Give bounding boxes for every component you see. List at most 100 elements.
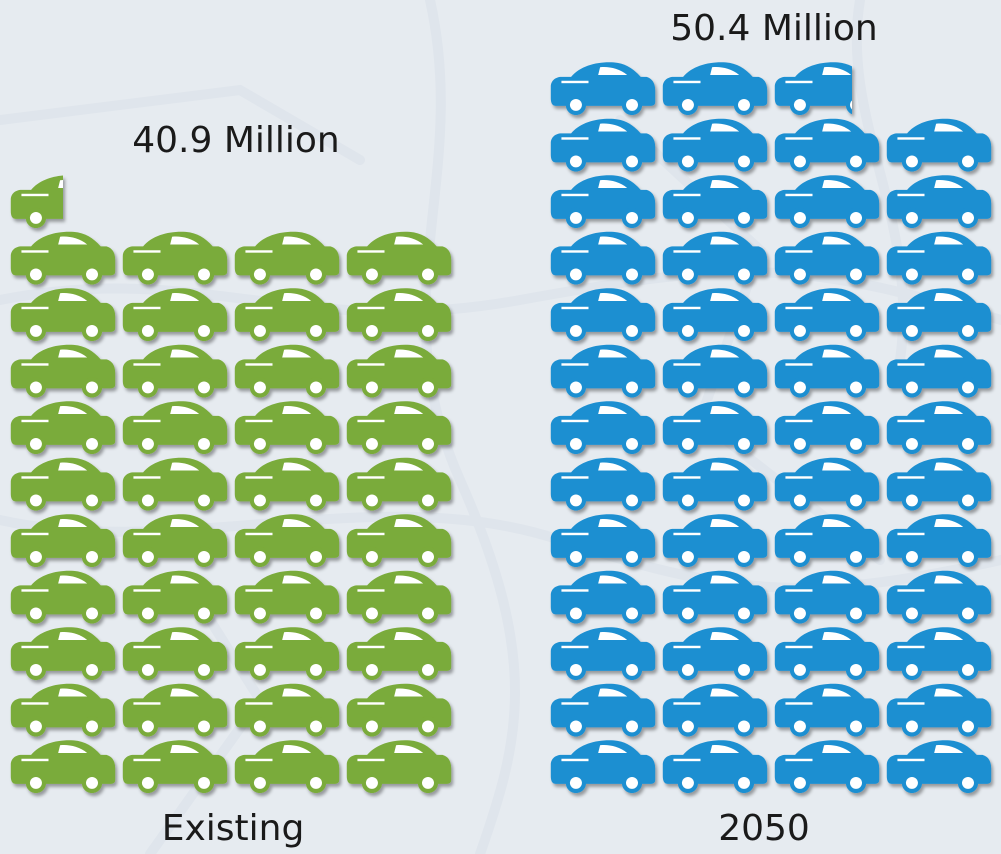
existing-car-unit: [346, 231, 452, 285]
car-icon: [662, 288, 768, 342]
future-car-unit: [550, 344, 656, 398]
car-icon: [886, 118, 992, 172]
car-icon: [10, 740, 116, 794]
future-car-unit: [886, 683, 992, 737]
existing-value-label: 40.9 Million: [132, 120, 340, 161]
car-icon: [774, 514, 880, 568]
future-car-unit: [550, 401, 656, 455]
existing-car-unit: [10, 344, 116, 398]
existing-car-unit: [346, 627, 452, 681]
existing-car-unit: [122, 344, 228, 398]
existing-car-unit: [234, 457, 340, 511]
car-icon: [346, 627, 452, 681]
existing-car-unit: [234, 570, 340, 624]
car-icon: [234, 401, 340, 455]
car-icon: [886, 175, 992, 229]
car-icon: [886, 401, 992, 455]
car-icon: [774, 457, 880, 511]
car-icon: [550, 457, 656, 511]
car-icon: [122, 401, 228, 455]
future-car-unit: [886, 118, 992, 172]
future-car-unit: [550, 231, 656, 285]
car-icon: [234, 231, 340, 285]
existing-car-unit: [122, 457, 228, 511]
future-car-unit: [662, 683, 768, 737]
car-icon: [774, 401, 880, 455]
car-icon: [10, 231, 116, 285]
car-icon: [550, 570, 656, 624]
future-car-unit: [662, 118, 768, 172]
future-car-unit: [886, 627, 992, 681]
existing-car-unit: [122, 514, 228, 568]
car-icon: [886, 740, 992, 794]
car-icon: [346, 344, 452, 398]
car-icon: [122, 683, 228, 737]
future-car-unit: [662, 62, 768, 116]
car-icon: [346, 457, 452, 511]
existing-partial-car: [10, 175, 63, 229]
car-icon: [550, 740, 656, 794]
future-car-unit: [886, 175, 992, 229]
future-car-unit: [886, 231, 992, 285]
future-car-unit: [886, 514, 992, 568]
car-icon: [550, 118, 656, 172]
car-icon: [550, 344, 656, 398]
car-icon: [662, 118, 768, 172]
car-icon: [234, 344, 340, 398]
car-icon: [10, 457, 116, 511]
car-icon: [346, 288, 452, 342]
existing-car-unit: [122, 740, 228, 794]
car-icon: [234, 457, 340, 511]
future-car-unit: [774, 401, 880, 455]
future-car-unit: [662, 740, 768, 794]
future-car-unit: [662, 627, 768, 681]
car-icon: [10, 683, 116, 737]
existing-car-unit: [346, 570, 452, 624]
car-icon: [886, 683, 992, 737]
car-icon: [886, 627, 992, 681]
future-car-unit: [774, 175, 880, 229]
future-car-unit: [550, 62, 656, 116]
future-car-unit: [774, 627, 880, 681]
car-icon: [550, 627, 656, 681]
future-value-label: 50.4 Million: [670, 8, 878, 49]
future-car-unit: [774, 288, 880, 342]
existing-car-unit: [346, 344, 452, 398]
car-icon: [346, 570, 452, 624]
existing-car-unit: [234, 740, 340, 794]
car-icon: [774, 683, 880, 737]
existing-car-unit: [234, 344, 340, 398]
future-car-unit: [774, 683, 880, 737]
car-icon: [662, 401, 768, 455]
car-icon: [10, 570, 116, 624]
car-icon: [234, 570, 340, 624]
future-car-unit: [662, 401, 768, 455]
car-icon: [346, 231, 452, 285]
car-icon: [234, 740, 340, 794]
future-car-stack: [550, 62, 992, 794]
car-icon: [550, 514, 656, 568]
future-car-unit: [774, 344, 880, 398]
existing-car-unit: [10, 175, 63, 229]
car-icon: [234, 627, 340, 681]
car-icon: [122, 740, 228, 794]
future-car-unit: [886, 457, 992, 511]
car-icon: [662, 627, 768, 681]
car-icon: [886, 457, 992, 511]
existing-category-label: Existing: [162, 808, 305, 849]
car-icon: [122, 627, 228, 681]
existing-car-unit: [10, 570, 116, 624]
existing-car-unit: [10, 401, 116, 455]
car-icon: [550, 175, 656, 229]
future-car-unit: [774, 457, 880, 511]
future-car-unit: [550, 627, 656, 681]
future-car-unit: [774, 514, 880, 568]
car-icon: [774, 288, 880, 342]
car-icon: [774, 627, 880, 681]
car-icon: [886, 231, 992, 285]
car-icon: [10, 344, 116, 398]
car-icon: [550, 62, 656, 116]
existing-car-unit: [346, 457, 452, 511]
existing-car-unit: [234, 231, 340, 285]
car-icon: [550, 683, 656, 737]
